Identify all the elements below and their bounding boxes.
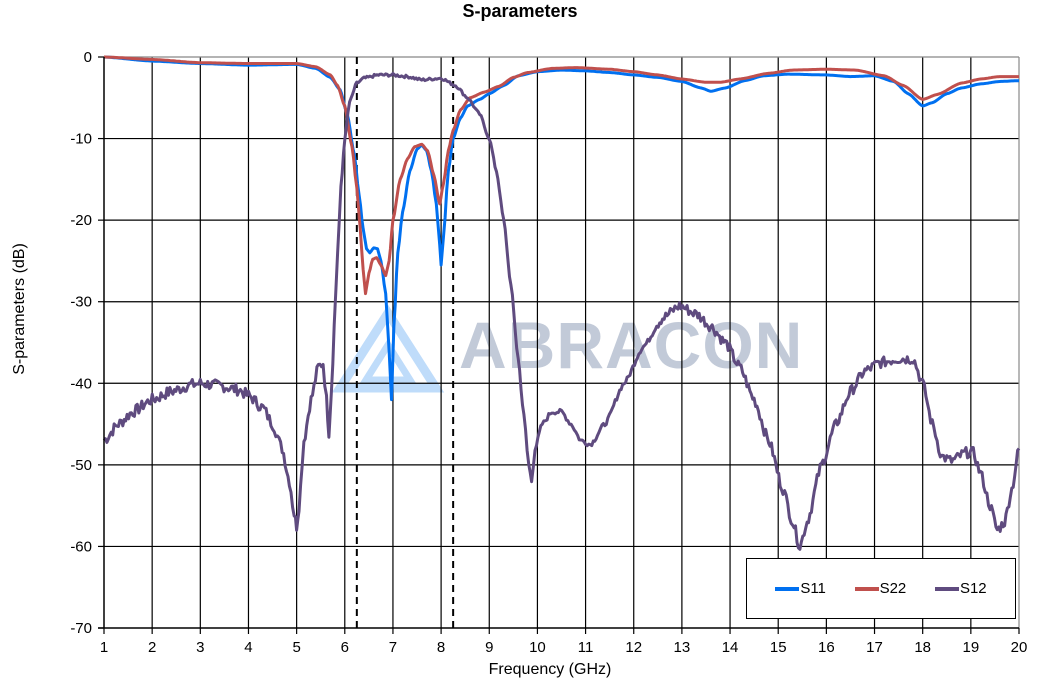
legend-item-s22: S22 xyxy=(854,580,907,597)
chart-title: S-parameters xyxy=(462,1,578,21)
svg-text:6: 6 xyxy=(341,639,349,656)
svg-text:14: 14 xyxy=(722,639,739,656)
trace-s12 xyxy=(102,72,1021,551)
svg-text:-40: -40 xyxy=(70,375,92,392)
y-axis-label: S-parameters (dB) xyxy=(11,243,28,375)
svg-text:16: 16 xyxy=(818,639,835,656)
svg-text:-70: -70 xyxy=(70,620,92,637)
svg-text:13: 13 xyxy=(674,639,691,656)
svg-text:-30: -30 xyxy=(70,294,92,311)
legend-item-s12: S12 xyxy=(934,580,987,597)
svg-text:19: 19 xyxy=(962,639,979,656)
svg-text:1: 1 xyxy=(100,639,108,656)
abracon-watermark: ABRACON xyxy=(331,304,802,393)
svg-text:8: 8 xyxy=(437,639,445,656)
legend-label: S12 xyxy=(959,580,987,597)
legend-item-s11: S11 xyxy=(775,580,826,597)
axes: 0-10-20-30-40-50-60-701 2 3 4 5 6 7 8 9 10 11 12 13 1… xyxy=(70,49,1027,656)
x-axis-label: Frequency (GHz) xyxy=(488,661,612,678)
legend-label: S22 xyxy=(879,580,907,597)
svg-text:-10: -10 xyxy=(70,131,92,148)
svg-text:7: 7 xyxy=(389,639,397,656)
svg-text:4: 4 xyxy=(244,639,252,656)
legend: S11 S22 S12 xyxy=(746,558,1016,619)
svg-text:9: 9 xyxy=(485,639,493,656)
svg-text:-50: -50 xyxy=(70,457,92,474)
svg-text:-20: -20 xyxy=(70,212,92,229)
svg-text:10: 10 xyxy=(529,639,546,656)
svg-text:15: 15 xyxy=(770,639,787,656)
svg-text:0: 0 xyxy=(84,49,92,66)
svg-text:17: 17 xyxy=(866,639,883,656)
svg-text:-60: -60 xyxy=(70,538,92,555)
svg-text:12: 12 xyxy=(625,639,642,656)
svg-text:2: 2 xyxy=(148,639,156,656)
legend-swatch-s22 xyxy=(854,586,879,591)
svg-text:11: 11 xyxy=(578,639,594,656)
svg-text:20: 20 xyxy=(1011,639,1028,656)
legend-label: S11 xyxy=(800,580,826,597)
svg-text:5: 5 xyxy=(292,639,300,656)
svg-text:3: 3 xyxy=(196,639,204,656)
traces xyxy=(102,55,1021,551)
svg-text:18: 18 xyxy=(914,639,931,656)
trace-s22 xyxy=(104,55,1019,296)
legend-swatch-s12 xyxy=(934,586,959,591)
legend-swatch-s11 xyxy=(775,586,800,591)
gridlines xyxy=(104,56,1020,628)
